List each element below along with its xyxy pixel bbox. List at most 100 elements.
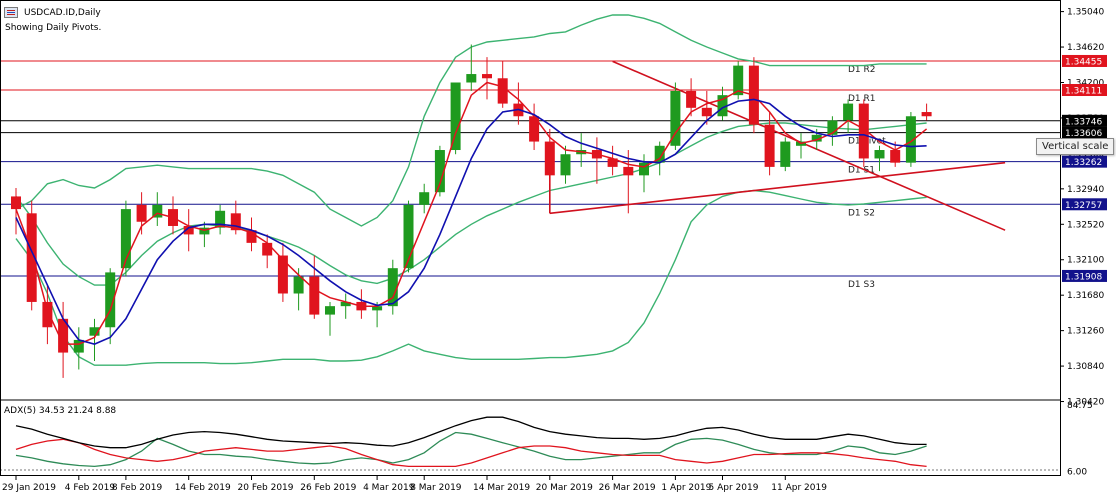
candle-body-14	[230, 213, 241, 231]
ma-slow-line	[15, 98, 927, 345]
candle-body-4	[73, 339, 84, 353]
candle-body-34	[544, 141, 555, 176]
candle-body-38	[607, 158, 618, 167]
time-tick-label-1: 4 Feb 2019	[65, 483, 116, 493]
level-label-0: D1 R2	[848, 65, 876, 75]
price-tick-label-6: 1.32520	[1067, 220, 1104, 230]
candle-body-5	[89, 327, 100, 336]
price-tick-label-0: 1.35040	[1067, 8, 1104, 18]
bollinger-lower-line	[15, 189, 927, 366]
candle-body-40	[639, 162, 649, 176]
candle-body-7	[120, 209, 131, 269]
price-tag-label-4: 1.33262	[1065, 158, 1102, 168]
candle-body-15	[246, 230, 257, 243]
candle-body-26	[419, 192, 430, 205]
candle-body-12	[199, 227, 210, 235]
symbol-icon	[4, 7, 18, 18]
candle-body-43	[686, 90, 697, 108]
adx-minus-di-line	[15, 438, 927, 468]
price-tag-label-0: 1.34455	[1065, 57, 1102, 67]
candle-body-48	[764, 124, 775, 167]
candle-body-46	[733, 65, 744, 96]
candle-body-49	[780, 141, 791, 167]
plot-frame	[0, 0, 1061, 476]
trendline-0	[612, 60, 1006, 231]
price-tag-box-2	[1062, 114, 1107, 127]
time-tick-label-4: 20 Feb 2019	[238, 483, 294, 493]
price-tag-box-3	[1062, 126, 1107, 139]
price-tick-label-7: 1.32100	[1067, 256, 1104, 266]
candle-body-30	[482, 74, 492, 79]
candle-body-45	[717, 95, 728, 117]
price-tag-box-0	[1062, 54, 1107, 67]
candle-body-23	[372, 306, 383, 311]
candle-body-13	[215, 210, 226, 228]
candle-body-18	[293, 276, 304, 294]
price-tag-box-4	[1062, 155, 1107, 168]
price-tick-label-5: 1.32940	[1067, 185, 1104, 195]
vertical-scale-tooltip: Vertical scale	[1036, 138, 1115, 155]
candle-body-2	[42, 301, 53, 328]
trendline-1	[549, 161, 1006, 215]
candle-body-33	[529, 116, 540, 142]
adx-window	[0, 399, 1060, 471]
price-tick-label-11: 1.30420	[1067, 398, 1104, 408]
price-tag-label-1: 1.34111	[1065, 87, 1102, 97]
price-tag-label-3: 1.33606	[1065, 129, 1102, 139]
time-tick-label-13: 11 Apr 2019	[771, 483, 827, 493]
time-tick-label-7: 8 Mar 2019	[410, 483, 462, 493]
candle-body-25	[403, 204, 414, 269]
candle-body-42	[670, 90, 681, 146]
candle-body-8	[136, 204, 147, 222]
time-tick-label-6: 4 Mar 2019	[363, 483, 415, 493]
time-tick-label-9: 20 Mar 2019	[536, 483, 593, 493]
candle-body-27	[434, 150, 445, 193]
indicator-note: Showing Daily Pivots.	[5, 23, 102, 33]
candle-body-17	[277, 255, 288, 294]
time-tick-label-8: 14 Mar 2019	[473, 483, 530, 493]
candle-body-24	[387, 268, 398, 307]
adx-main-line	[15, 416, 927, 449]
candle-body-1	[26, 213, 37, 302]
candle-body-31	[497, 78, 508, 104]
time-tick-label-2: 8 Feb 2019	[112, 483, 163, 493]
price-tick-label-1: 1.34620	[1067, 43, 1104, 53]
candle-body-58	[921, 112, 932, 117]
price-tag-label-2: 1.33746	[1065, 117, 1102, 127]
candle-body-16	[262, 242, 273, 256]
price-tick-label-8: 1.31680	[1067, 291, 1104, 301]
adx-tick-label-1: 6.00	[1067, 467, 1087, 477]
candle-body-21	[340, 301, 351, 307]
price-tag-box-6	[1062, 269, 1107, 282]
candle-body-54	[858, 103, 869, 159]
time-tick-label-10: 26 Mar 2019	[599, 483, 656, 493]
candle-body-53	[843, 103, 854, 121]
time-tick-label-11: 1 Apr 2019	[661, 483, 711, 493]
candle-body-20	[325, 306, 335, 315]
time-tick-label-12: 5 Apr 2019	[709, 483, 759, 493]
candle-body-0	[11, 196, 21, 210]
price-tick-label-9: 1.31260	[1067, 327, 1104, 337]
candle-body-3	[58, 318, 69, 353]
time-tick-label-5: 26 Feb 2019	[300, 483, 356, 493]
level-label-5: D1 S2	[848, 208, 875, 218]
adx-label: ADX(5) 34.53 21.24 8.88	[4, 406, 117, 416]
adx-plus-di-line	[15, 431, 927, 468]
bollinger-middle-line	[15, 122, 927, 286]
candle-body-29	[466, 74, 477, 83]
level-label-1: D1 R1	[848, 94, 876, 104]
candle-body-28	[450, 82, 461, 151]
candle-body-41	[654, 145, 665, 163]
price-tag-box-5	[1062, 198, 1107, 211]
candle-body-52	[827, 120, 838, 135]
candle-body-51	[811, 134, 822, 142]
candle-body-57	[905, 116, 916, 163]
moving-averages	[15, 81, 928, 345]
candle-body-11	[183, 225, 194, 235]
level-label-6: D1 S3	[848, 280, 875, 290]
candle-body-56	[890, 150, 901, 163]
price-tick-label-2: 1.34200	[1067, 78, 1104, 88]
price-tick-label-10: 1.30840	[1067, 362, 1104, 372]
